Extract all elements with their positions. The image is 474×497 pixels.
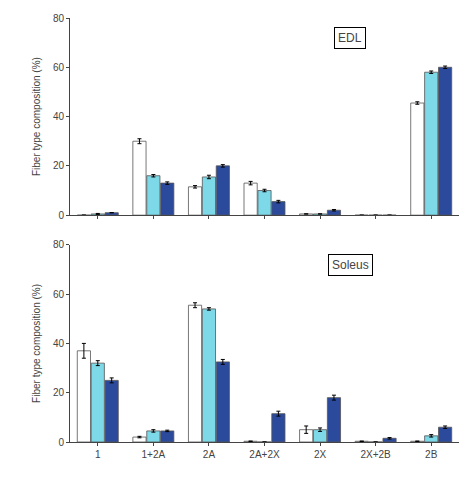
svg-text:80: 80 <box>53 13 65 24</box>
svg-text:60: 60 <box>53 289 65 300</box>
svg-text:Fiber type composition (%): Fiber type composition (%) <box>31 57 42 176</box>
svg-text:EDL: EDL <box>338 31 362 45</box>
svg-text:40: 40 <box>53 338 65 349</box>
svg-text:Soleus: Soleus <box>332 258 369 272</box>
svg-text:60: 60 <box>53 62 65 73</box>
svg-text:Fiber type composition (%): Fiber type composition (%) <box>31 284 42 403</box>
svg-text:2X: 2X <box>314 449 327 460</box>
svg-text:2A: 2A <box>203 449 216 460</box>
svg-text:20: 20 <box>53 160 65 171</box>
svg-text:40: 40 <box>53 111 65 122</box>
svg-text:0: 0 <box>58 437 64 448</box>
svg-text:1+2A: 1+2A <box>142 449 166 460</box>
svg-text:2B: 2B <box>425 449 438 460</box>
svg-text:2X+2B: 2X+2B <box>360 449 391 460</box>
svg-text:20: 20 <box>53 387 65 398</box>
svg-text:2A+2X: 2A+2X <box>249 449 280 460</box>
svg-text:0: 0 <box>58 210 64 221</box>
svg-text:1: 1 <box>95 449 101 460</box>
svg-text:80: 80 <box>53 239 65 250</box>
